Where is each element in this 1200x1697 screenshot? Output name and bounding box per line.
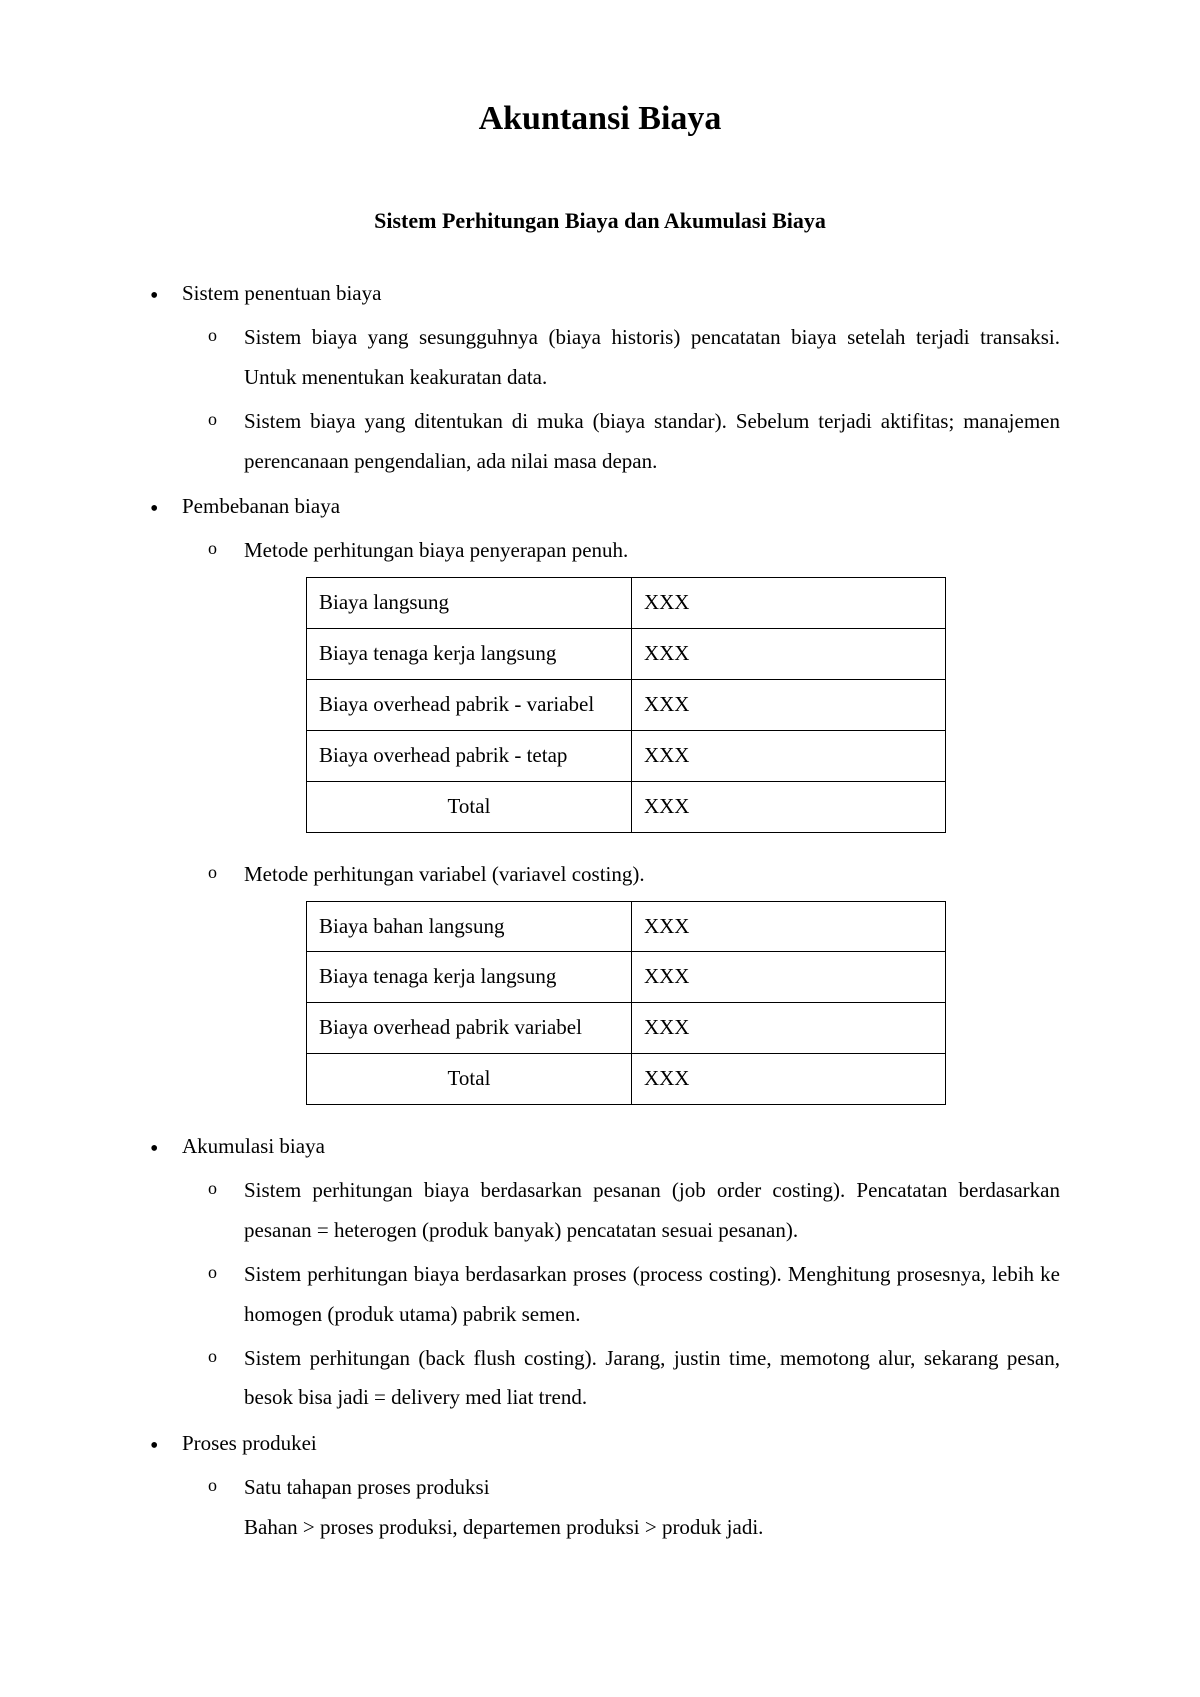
table-row-total: Total XXX [307,1054,946,1105]
main-list: Sistem penentuan biaya Sistem biaya yang… [140,274,1060,1548]
sub-item-detail: Bahan > proses produksi, departemen prod… [244,1515,763,1539]
sub-list: Sistem perhitungan biaya berdasarkan pes… [182,1171,1060,1418]
cell-label-total: Total [307,781,632,832]
page-title: Akuntansi Biaya [140,100,1060,138]
bullet-heading: Sistem penentuan biaya [182,281,381,305]
section-subtitle: Sistem Perhitungan Biaya dan Akumulasi B… [140,208,1060,234]
sub-item: Sistem biaya yang ditentukan di muka (bi… [182,402,1060,482]
cell-value: XXX [631,901,945,952]
document-page: Akuntansi Biaya Sistem Perhitungan Biaya… [0,0,1200,1697]
sub-item-heading: Satu tahapan proses produksi [244,1475,490,1499]
cell-value: XXX [631,629,945,680]
table-row: Biaya tenaga kerja langsung XXX [307,952,946,1003]
sub-item: Sistem perhitungan (back flush costing).… [182,1339,1060,1419]
bullet-heading: Akumulasi biaya [182,1134,325,1158]
sub-item-method2: Metode perhitungan variabel (variavel co… [182,855,1060,1105]
table-row-total: Total XXX [307,781,946,832]
cell-value: XXX [631,952,945,1003]
bullet-proses-produksi: Proses produkei Satu tahapan proses prod… [140,1424,1060,1548]
sub-list: Metode perhitungan biaya penyerapan penu… [182,531,1060,1105]
cell-label: Biaya overhead pabrik - tetap [307,730,632,781]
cell-value-total: XXX [631,1054,945,1105]
bullet-pembebanan: Pembebanan biaya Metode perhitungan biay… [140,487,1060,1105]
table-method1: Biaya langsung XXX Biaya tenaga kerja la… [306,577,946,832]
cell-value: XXX [631,1003,945,1054]
cell-value: XXX [631,680,945,731]
cell-label: Biaya tenaga kerja langsung [307,952,632,1003]
table-row: Biaya tenaga kerja langsung XXX [307,629,946,680]
cell-label: Biaya langsung [307,578,632,629]
table-method2: Biaya bahan langsung XXX Biaya tenaga ke… [306,901,946,1106]
sub-item: Sistem perhitungan biaya berdasarkan pes… [182,1171,1060,1251]
cell-value-total: XXX [631,781,945,832]
table-row: Biaya overhead pabrik - tetap XXX [307,730,946,781]
bullet-sistem-penentuan: Sistem penentuan biaya Sistem biaya yang… [140,274,1060,481]
sub-item-method1: Metode perhitungan biaya penyerapan penu… [182,531,1060,832]
cell-value: XXX [631,730,945,781]
cell-label-total: Total [307,1054,632,1105]
cell-label: Biaya bahan langsung [307,901,632,952]
sub-item: Satu tahapan proses produksi Bahan > pro… [182,1468,1060,1548]
cell-label: Biaya overhead pabrik variabel [307,1003,632,1054]
table-row: Biaya overhead pabrik variabel XXX [307,1003,946,1054]
method-label: Metode perhitungan variabel (variavel co… [244,862,645,886]
table-row: Biaya bahan langsung XXX [307,901,946,952]
table-row: Biaya langsung XXX [307,578,946,629]
sub-item: Sistem perhitungan biaya berdasarkan pro… [182,1255,1060,1335]
table-row: Biaya overhead pabrik - variabel XXX [307,680,946,731]
sub-item: Sistem biaya yang sesungguhnya (biaya hi… [182,318,1060,398]
sub-list: Satu tahapan proses produksi Bahan > pro… [182,1468,1060,1548]
sub-list: Sistem biaya yang sesungguhnya (biaya hi… [182,318,1060,482]
bullet-akumulasi: Akumulasi biaya Sistem perhitungan biaya… [140,1127,1060,1418]
cell-label: Biaya overhead pabrik - variabel [307,680,632,731]
bullet-heading: Pembebanan biaya [182,494,340,518]
bullet-heading: Proses produkei [182,1431,317,1455]
method-label: Metode perhitungan biaya penyerapan penu… [244,538,628,562]
cell-value: XXX [631,578,945,629]
cell-label: Biaya tenaga kerja langsung [307,629,632,680]
